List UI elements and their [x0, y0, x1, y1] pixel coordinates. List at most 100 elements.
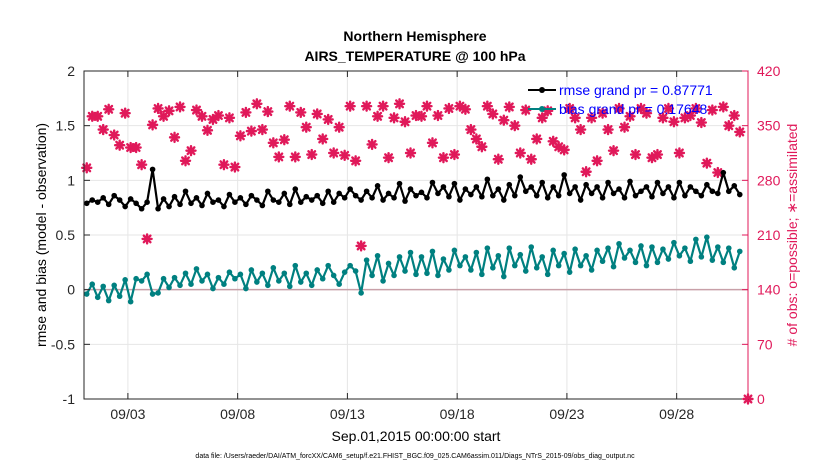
data-point-rmse: [424, 195, 430, 201]
data-point-rmse: [265, 188, 271, 195]
data-point-rmse: [693, 188, 699, 195]
obs-point: [629, 148, 642, 161]
data-point-rmse: [704, 181, 710, 188]
data-point-bias: [473, 249, 480, 256]
data-point-bias: [654, 259, 661, 266]
data-point-rmse: [528, 184, 535, 190]
data-point-bias: [407, 249, 414, 256]
obs-point: [684, 109, 697, 122]
obs-point: [377, 100, 389, 112]
obs-point: [229, 161, 241, 173]
data-point-bias: [413, 271, 419, 278]
data-point-rmse: [435, 190, 441, 197]
y2-tick-label: 420: [757, 63, 781, 79]
obs-point: [498, 114, 510, 126]
legend-label-bias: bias grand pr = 0.17648: [559, 101, 707, 117]
data-point-rmse: [396, 180, 403, 187]
data-point-rmse: [446, 193, 452, 200]
data-point-bias: [94, 294, 101, 301]
data-point-bias: [363, 257, 370, 263]
obs-point: [284, 100, 296, 112]
data-point-rmse: [292, 186, 299, 192]
obs-point: [728, 109, 740, 122]
data-point-bias: [385, 260, 392, 267]
obs-point: [382, 151, 395, 164]
obs-point: [602, 123, 614, 136]
data-point-rmse: [336, 190, 342, 197]
obs-point: [520, 104, 532, 116]
obs-point: [119, 107, 131, 119]
obs-point: [723, 119, 735, 132]
data-point-bias: [127, 298, 134, 305]
data-point-bias: [314, 267, 321, 273]
data-point-bias: [391, 272, 397, 279]
data-point-bias: [704, 234, 710, 240]
y-tick-label: 0.5: [56, 227, 76, 243]
data-point-rmse: [374, 183, 381, 189]
data-point-bias: [566, 269, 573, 275]
data-point-bias: [687, 258, 694, 265]
data-point-bias: [418, 254, 425, 260]
data-point-bias: [133, 275, 139, 282]
data-point-rmse: [621, 195, 628, 201]
obs-point: [240, 106, 252, 119]
data-point-rmse: [204, 190, 211, 197]
obs-point: [465, 123, 477, 136]
data-point-rmse: [160, 196, 167, 202]
data-point-rmse: [325, 188, 331, 195]
obs-point: [531, 133, 543, 145]
data-point-bias: [649, 244, 655, 250]
data-point-bias: [303, 270, 310, 277]
data-point-bias: [319, 275, 326, 282]
data-point-rmse: [380, 197, 386, 203]
obs-point: [344, 100, 356, 112]
y2-tick-label: 210: [757, 227, 781, 243]
obs-point: [360, 100, 373, 112]
legend: rmse grand pr = 0.87771 bias grand pr = …: [528, 82, 713, 117]
data-point-bias: [462, 254, 469, 260]
data-point-rmse: [731, 183, 738, 189]
data-point-rmse: [473, 184, 480, 190]
data-point-rmse: [544, 195, 551, 201]
data-point-bias: [528, 244, 535, 250]
data-point-rmse: [276, 199, 282, 205]
obs-point: [212, 109, 225, 122]
obs-point: [585, 112, 598, 124]
data-point-bias: [660, 246, 666, 253]
obs-point: [262, 105, 274, 118]
data-point-bias: [89, 281, 96, 288]
data-point-bias: [292, 262, 299, 269]
obs-point: [300, 121, 312, 133]
data-point-rmse: [572, 184, 578, 190]
data-point-bias: [424, 270, 430, 277]
data-point-bias: [149, 291, 156, 297]
data-point-rmse: [451, 180, 458, 187]
data-point-rmse: [517, 174, 524, 180]
data-point-rmse: [709, 188, 716, 195]
data-point-bias: [182, 270, 189, 277]
data-point-bias: [83, 291, 90, 297]
data-point-bias: [254, 279, 260, 285]
data-point-rmse: [177, 201, 183, 208]
data-point-rmse: [243, 201, 249, 208]
data-point-rmse: [627, 178, 633, 185]
y-tick-label: 0: [67, 282, 75, 298]
obs-point: [371, 110, 384, 122]
y2-tick-label: 0: [757, 391, 765, 407]
data-point-rmse: [457, 197, 463, 203]
obs-point: [613, 102, 625, 115]
obs-point: [333, 121, 345, 133]
obs-point: [306, 148, 318, 161]
data-point-bias: [402, 268, 408, 274]
data-point-rmse: [193, 195, 200, 201]
x-tick-label: 09/03: [110, 406, 145, 422]
data-point-bias: [232, 275, 238, 282]
obs-point: [278, 134, 290, 146]
obs-point: [503, 101, 515, 113]
data-point-bias: [111, 282, 117, 289]
data-point-bias: [643, 262, 650, 269]
y-tick-label: -1: [63, 391, 76, 407]
data-point-rmse: [254, 197, 260, 203]
obs-point: [393, 98, 406, 110]
